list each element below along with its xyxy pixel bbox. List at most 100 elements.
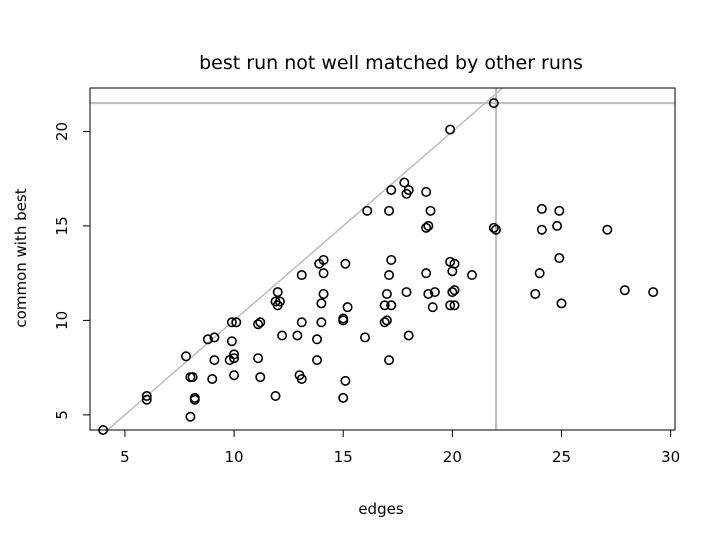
data-point bbox=[399, 177, 410, 188]
data-point bbox=[340, 258, 351, 269]
data-point bbox=[141, 394, 152, 405]
data-point bbox=[602, 224, 613, 235]
plot-border bbox=[89, 87, 676, 431]
data-point bbox=[386, 254, 397, 265]
data-point bbox=[384, 205, 395, 216]
x-tick-label: 10 bbox=[225, 448, 244, 466]
data-point bbox=[270, 390, 281, 401]
data-point bbox=[488, 98, 499, 109]
data-point bbox=[229, 353, 240, 364]
data-point bbox=[554, 205, 565, 216]
y-axis-label: common with best bbox=[12, 188, 30, 327]
data-point bbox=[318, 288, 329, 299]
data-point bbox=[229, 370, 240, 381]
data-point bbox=[384, 355, 395, 366]
data-point bbox=[384, 270, 395, 281]
data-point bbox=[187, 372, 198, 383]
data-point bbox=[423, 220, 434, 231]
y-tick-label: 20 bbox=[53, 122, 71, 141]
data-point bbox=[338, 313, 349, 324]
x-tick-label: 20 bbox=[443, 448, 462, 466]
data-point bbox=[421, 186, 432, 197]
data-point bbox=[425, 205, 436, 216]
data-point bbox=[312, 334, 323, 345]
data-point bbox=[181, 351, 192, 362]
data-point bbox=[449, 285, 460, 296]
data-point bbox=[272, 287, 283, 298]
data-point bbox=[381, 315, 392, 326]
data-point bbox=[296, 270, 307, 281]
data-point bbox=[449, 258, 460, 269]
data-point bbox=[342, 302, 353, 313]
data-point bbox=[530, 288, 541, 299]
data-point bbox=[209, 332, 220, 343]
data-point bbox=[386, 300, 397, 311]
data-point bbox=[253, 353, 264, 364]
data-point bbox=[360, 332, 371, 343]
data-point bbox=[202, 334, 213, 345]
data-point bbox=[318, 268, 329, 279]
data-point bbox=[445, 300, 456, 311]
x-axis: 5 10 15 20 25 30 bbox=[120, 430, 680, 466]
data-point bbox=[447, 287, 458, 298]
data-point bbox=[381, 288, 392, 299]
data-point bbox=[379, 300, 390, 311]
data-point bbox=[488, 222, 499, 233]
data-point bbox=[226, 317, 237, 328]
data-point bbox=[648, 287, 659, 298]
data-point bbox=[253, 319, 264, 330]
data-point bbox=[231, 317, 242, 328]
data-point bbox=[619, 285, 630, 296]
data-point bbox=[445, 124, 456, 135]
data-point bbox=[340, 375, 351, 386]
y-axis: 5 10 15 20 bbox=[53, 122, 90, 420]
data-point bbox=[292, 330, 303, 341]
data-point bbox=[423, 288, 434, 299]
data-point bbox=[185, 411, 196, 422]
data-point bbox=[403, 185, 414, 196]
data-point bbox=[427, 302, 438, 313]
data-point bbox=[296, 373, 307, 384]
data-point bbox=[534, 268, 545, 279]
data-point bbox=[274, 296, 285, 307]
x-tick-label: 5 bbox=[120, 448, 130, 466]
data-point bbox=[429, 287, 440, 298]
data-point bbox=[386, 185, 397, 196]
data-point bbox=[536, 203, 547, 214]
data-point bbox=[449, 300, 460, 311]
data-point bbox=[554, 253, 565, 264]
data-point bbox=[316, 317, 327, 328]
data-point bbox=[141, 390, 152, 401]
data-point bbox=[362, 205, 373, 216]
data-point bbox=[552, 220, 563, 231]
data-point bbox=[401, 287, 412, 298]
data-point bbox=[556, 298, 567, 309]
data-point bbox=[421, 222, 432, 233]
x-tick-label: 30 bbox=[661, 448, 680, 466]
data-point bbox=[379, 317, 390, 328]
y-tick-label: 5 bbox=[53, 410, 71, 420]
data-point bbox=[312, 355, 323, 366]
data-point bbox=[466, 270, 477, 281]
data-point bbox=[296, 317, 307, 328]
x-axis-label: edges bbox=[358, 500, 404, 518]
data-point bbox=[277, 330, 288, 341]
data-point bbox=[338, 392, 349, 403]
data-point bbox=[209, 355, 220, 366]
data-point bbox=[229, 349, 240, 360]
y-tick-label: 15 bbox=[53, 216, 71, 235]
data-points bbox=[98, 98, 659, 435]
data-point bbox=[226, 336, 237, 347]
data-point bbox=[318, 254, 329, 265]
data-point bbox=[255, 317, 266, 328]
data-point bbox=[255, 372, 266, 383]
chart-title: best run not well matched by other runs bbox=[199, 52, 583, 74]
data-point bbox=[403, 330, 414, 341]
data-point bbox=[491, 224, 502, 235]
data-point bbox=[207, 373, 218, 384]
data-point bbox=[189, 392, 200, 403]
x-tick-label: 15 bbox=[334, 448, 353, 466]
y-tick-label: 10 bbox=[53, 311, 71, 330]
data-point bbox=[536, 224, 547, 235]
